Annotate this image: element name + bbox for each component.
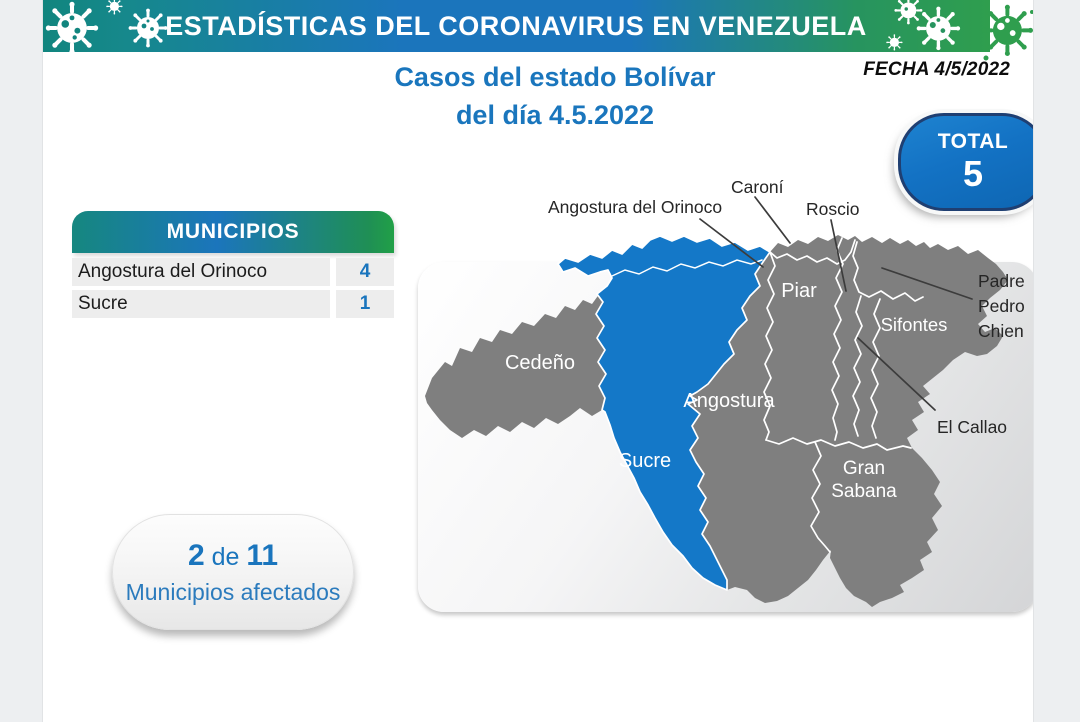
right-margin-strip [1033,0,1080,722]
table-row: Angostura del Orinoco 4 [72,258,394,286]
virus-icon-cluster-right [885,0,962,52]
bolivar-state-map [425,196,1008,607]
page-title: Casos del estado Bolívar del día 4.5.202… [335,58,775,134]
top-banner: ESTADÍSTICAS DEL CORONAVIRUS EN VENEZUEL… [42,0,990,52]
border-ado-sucre [611,259,763,277]
map-label-piar: Piar [781,280,817,302]
map-label-roscio: Roscio [806,199,860,219]
map-label-angostura-del-orinoco: Angostura del Orinoco [548,197,723,217]
table-row: Sucre 1 [72,290,394,318]
leader-el-callao [857,337,936,411]
map-label-angostura: Angostura [683,390,775,412]
map-label-sifontes: Sifontes [880,314,948,335]
total-box: TOTAL 5 [898,113,1048,211]
municipios-table-rows: Angostura del Orinoco 4 Sucre 1 [72,258,394,318]
affected-label: Municipios afectados [125,578,341,605]
virus-icon-small [885,33,904,52]
virus-icon-cluster-left [44,0,169,60]
map-label-cedeno: Cedeño [504,352,576,374]
municipios-table: MUNICIPIOS Angostura del Orinoco 4 Sucre… [72,211,394,322]
leader-caroni [754,196,791,244]
affected-municipios-box: 2 de 11 Municipios afectados [112,514,354,630]
map-label-sucre: Sucre [618,450,672,472]
virus-icon [46,2,98,54]
map-label-padre-pedro-chien: Padre Pedro Chien [978,271,1025,341]
affected-count-line: 2 de 11 [188,539,278,573]
municipio-case-count: 1 [336,290,394,318]
affected-of-word: de [211,542,240,571]
page-title-line1: Casos del estado Bolívar [394,62,716,92]
date-label: FECHA 4/5/2022 [863,59,1010,80]
virus-icon [127,7,169,49]
map-label-el-callao: El Callao [937,417,1008,437]
virus-icon [914,4,962,52]
total-value: 5 [962,153,984,194]
map-label-caroni: Caroní [731,177,784,197]
municipios-table-header: MUNICIPIOS [72,211,394,253]
virus-icon-small [893,0,924,26]
municipio-name: Angostura del Orinoco [72,258,330,286]
leader-angostura-del-orinoco [699,218,764,268]
left-margin-strip [0,0,43,722]
affected-total: 11 [246,538,279,572]
virus-icon-small [105,0,124,16]
banner-title: ESTADÍSTICAS DEL CORONAVIRUS EN VENEZUEL… [165,10,867,41]
leader-roscio [830,219,847,292]
map-label-gran-sabana: Gran Sabana [831,458,897,502]
label-leader-lines [699,196,973,411]
municipio-case-count: 4 [336,258,394,286]
affected-count: 2 [187,538,205,572]
municipio-borders [763,237,924,553]
page-title-line2: del día 4.5.2022 [455,100,655,130]
map-region-gray-landmass [425,235,1008,607]
leader-padre-pedro-chien [881,267,973,300]
municipio-name: Sucre [72,290,330,318]
map-region-highlighted [557,235,771,591]
total-label: TOTAL [937,130,1009,153]
